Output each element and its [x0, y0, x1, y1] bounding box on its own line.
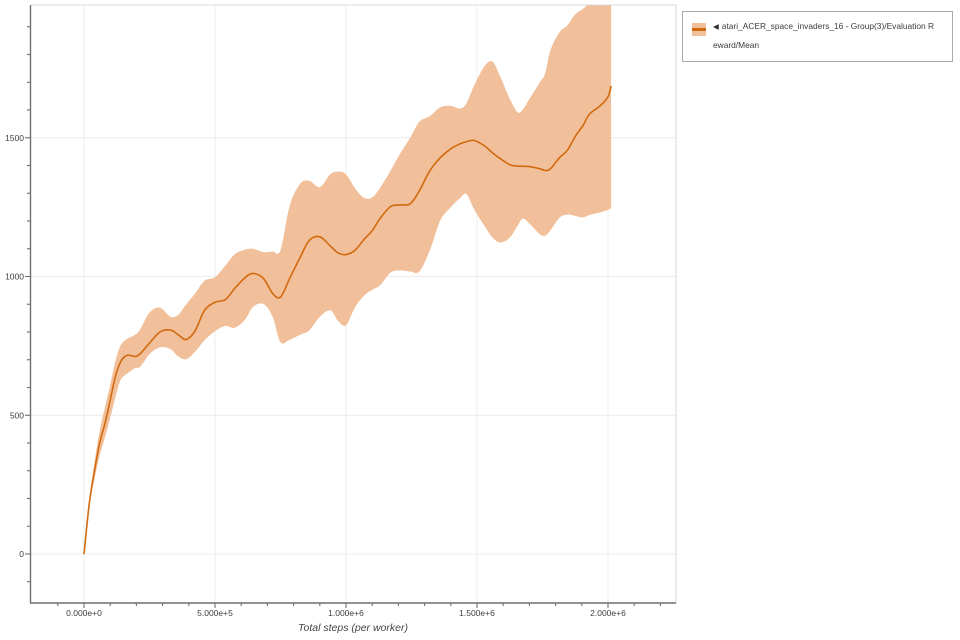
plot-area — [83, 5, 612, 555]
y-tick-label: 1500 — [5, 133, 24, 143]
axis-ticks — [25, 26, 661, 608]
x-tick-label: 2.000e+6 — [590, 608, 626, 618]
mean-line — [83, 85, 612, 555]
x-tick-label: 0.000e+0 — [66, 608, 102, 618]
legend-label: ◀ atari_ACER_space_invaders_16 - Group(3)… — [713, 17, 935, 54]
legend-band-swatch — [692, 23, 706, 36]
y-tick-label: 1000 — [5, 272, 24, 282]
y-tick-label: 0 — [19, 549, 24, 559]
x-tick-labels: 0.000e+0 5.000e+5 1.000e+6 1.500e+6 2.000e+6 — [66, 608, 626, 618]
collapse-triangle-icon[interactable]: ◀ — [713, 22, 719, 31]
y-tick-label: 500 — [10, 410, 24, 420]
x-tick-label: 1.000e+6 — [328, 608, 364, 618]
legend-item[interactable]: ◀ atari_ACER_space_invaders_16 - Group(3)… — [683, 12, 952, 61]
legend-series-name: atari_ACER_space_invaders_16 - Group(3)/… — [713, 21, 935, 50]
legend-box: ◀ atari_ACER_space_invaders_16 - Group(3)… — [682, 11, 953, 62]
x-tick-label: 1.500e+6 — [459, 608, 495, 618]
y-tick-labels: 0 500 1000 1500 — [5, 133, 24, 559]
x-axis-title: Total steps (per worker) — [298, 622, 408, 634]
legend-line-swatch — [692, 28, 706, 31]
x-tick-label: 5.000e+5 — [197, 608, 233, 618]
